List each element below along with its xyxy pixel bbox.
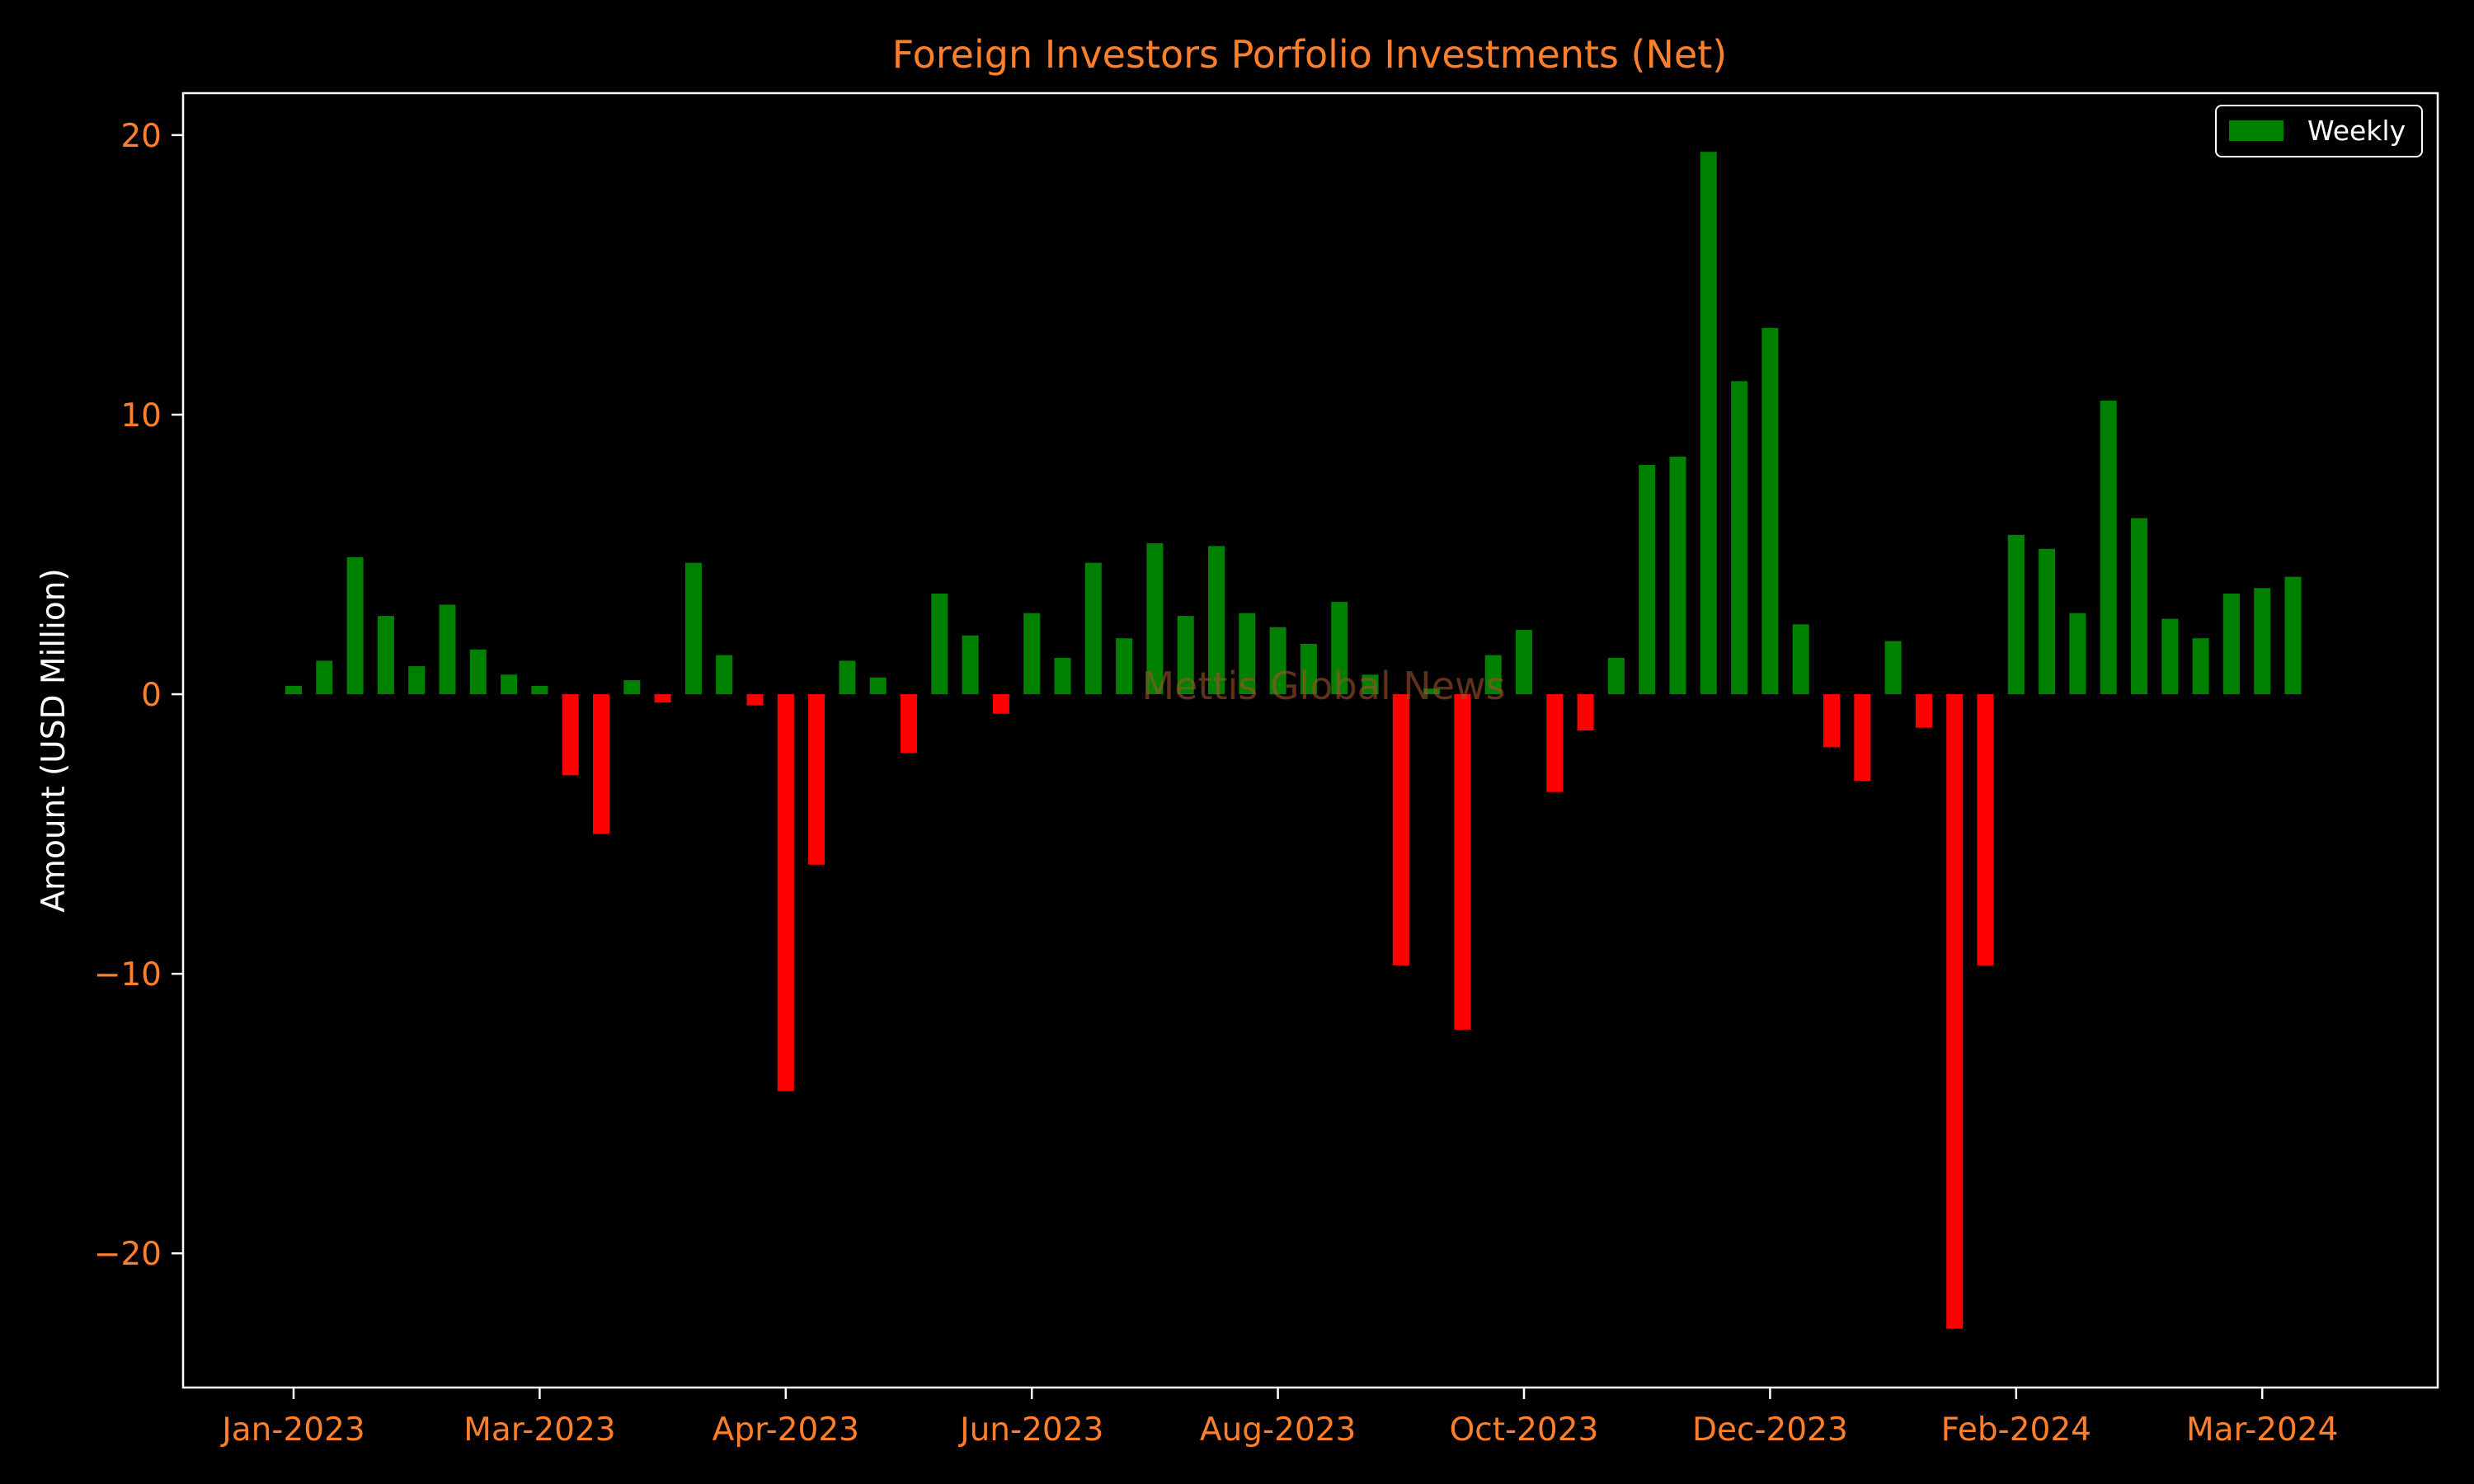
bar — [1639, 465, 1656, 695]
bar — [1392, 694, 1409, 965]
bar — [1761, 327, 1779, 694]
bar — [1607, 658, 1625, 695]
x-tick-label: Dec-2023 — [1692, 1411, 1848, 1449]
bar — [562, 694, 579, 776]
bar — [2069, 613, 2086, 694]
bar — [808, 694, 825, 865]
bar — [285, 685, 302, 695]
bar — [1177, 616, 1194, 694]
bar — [1208, 546, 1225, 694]
bar — [746, 694, 764, 706]
bar — [962, 635, 979, 694]
bar — [839, 660, 856, 695]
bar — [684, 562, 702, 695]
y-tick-label: 10 — [120, 397, 162, 434]
bar — [1977, 694, 1994, 965]
bar — [377, 616, 394, 694]
bar — [1084, 562, 1102, 695]
bar — [1116, 638, 1133, 694]
bar — [1362, 674, 1379, 694]
bar — [439, 604, 456, 694]
bar — [1516, 630, 1532, 695]
x-tick-label: Jan-2023 — [219, 1411, 365, 1449]
bar — [1731, 381, 1748, 695]
bar — [1300, 644, 1317, 694]
bar — [593, 694, 609, 834]
bar — [469, 649, 487, 695]
x-tick-label: Apr-2023 — [713, 1411, 859, 1449]
legend-box — [2215, 105, 2423, 157]
y-tick-label: 20 — [120, 118, 162, 155]
bar — [931, 594, 948, 695]
x-tick-label: Oct-2023 — [1450, 1411, 1599, 1449]
bar — [408, 666, 426, 694]
bar — [1915, 694, 1932, 728]
bar — [1146, 542, 1164, 694]
bar — [2039, 548, 2056, 694]
bar — [2254, 588, 2271, 695]
bar — [1331, 602, 1348, 694]
bar — [2007, 534, 2025, 695]
bar — [531, 685, 548, 695]
bar — [623, 680, 641, 695]
bar — [1700, 152, 1717, 694]
x-tick-label: Feb-2024 — [1941, 1411, 2091, 1449]
bar — [1269, 627, 1286, 695]
y-tick-label: 0 — [141, 677, 162, 714]
axes-frame — [181, 92, 2439, 1389]
legend-swatch — [2229, 120, 2284, 141]
bar — [992, 694, 1009, 714]
bar — [1946, 694, 1964, 1329]
bar — [901, 694, 917, 754]
x-axis: Jan-2023 Mar-2023 Apr-2023 Jun-2023 Aug-2023… — [219, 1388, 2338, 1449]
bar — [1054, 658, 1071, 695]
bar — [1546, 694, 1564, 792]
bar — [316, 660, 333, 695]
bar — [1669, 456, 1686, 694]
bar — [2284, 576, 2302, 694]
bar — [1423, 688, 1441, 695]
bar-series — [285, 152, 2302, 1329]
y-axis: 20 10 0 −10 −20 — [94, 118, 183, 1273]
bar — [1792, 624, 1809, 695]
y-axis-label: Amount (USD Million) — [35, 568, 73, 912]
bar — [777, 694, 794, 1092]
bar — [2222, 594, 2240, 695]
y-tick-label: −20 — [94, 1236, 162, 1273]
bar — [501, 674, 518, 694]
bar — [2131, 518, 2147, 694]
legend: Weekly — [2215, 105, 2423, 157]
bar — [346, 556, 364, 695]
x-tick-label: Mar-2023 — [463, 1411, 615, 1449]
chart-title: Foreign Investors Porfolio Investments (… — [892, 32, 1727, 77]
watermark: Mettis Global News — [1141, 664, 1505, 708]
bar — [1884, 641, 1902, 694]
x-tick-label: Jun-2023 — [957, 1411, 1103, 1449]
bar — [1454, 694, 1471, 1030]
bar — [1854, 694, 1871, 782]
bar — [2161, 618, 2179, 695]
bar — [1577, 694, 1594, 731]
bar — [1023, 613, 1041, 694]
bar — [716, 655, 733, 695]
bar — [2100, 401, 2117, 694]
x-tick-label: Aug-2023 — [1200, 1411, 1356, 1449]
bar — [1239, 613, 1256, 694]
y-tick-label: −10 — [94, 956, 162, 993]
bar — [2192, 638, 2209, 694]
x-tick-label: Mar-2024 — [2186, 1411, 2338, 1449]
legend-label: Weekly — [2307, 115, 2406, 147]
bar — [654, 694, 671, 703]
bar — [1823, 694, 1840, 748]
bar — [869, 677, 887, 694]
bar — [1484, 655, 1502, 695]
